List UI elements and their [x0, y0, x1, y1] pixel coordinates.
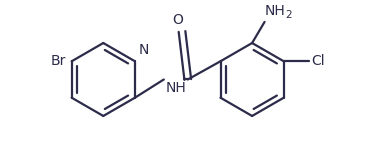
Text: Br: Br [51, 54, 66, 68]
Text: O: O [173, 13, 184, 27]
Text: NH: NH [265, 4, 285, 18]
Text: NH: NH [166, 81, 187, 95]
Text: N: N [139, 43, 149, 57]
Text: Cl: Cl [312, 54, 325, 68]
Text: 2: 2 [285, 10, 292, 20]
